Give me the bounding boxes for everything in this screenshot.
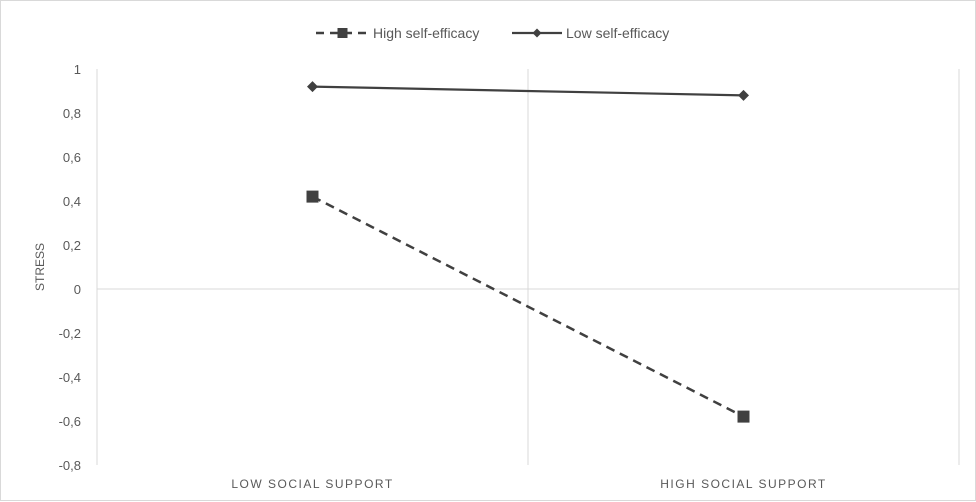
series-line <box>312 85 744 97</box>
y-axis-ticks: 1 0,8 0,6 0,4 0,2 0 -0,2 -0,4 -0,6 -0,8 <box>59 62 81 473</box>
y-tick-label: -0,2 <box>59 326 81 341</box>
y-tick-label: -0,4 <box>59 370 81 385</box>
series-layer <box>306 81 750 423</box>
y-tick-label: -0,6 <box>59 414 81 429</box>
y-tick-label: 1 <box>74 62 81 77</box>
y-tick-label: 0 <box>74 282 81 297</box>
gridlines <box>96 69 960 465</box>
legend-item: High self-efficacy <box>316 25 479 41</box>
series-low-self-efficacy <box>307 81 749 101</box>
legend-label: Low self-efficacy <box>566 25 669 41</box>
data-point-diamond <box>738 89 749 101</box>
y-tick-label: 0,2 <box>63 238 81 253</box>
legend-marker-square <box>337 28 348 38</box>
y-tick-label: 0,6 <box>63 150 81 165</box>
data-point-square <box>306 190 319 203</box>
series-line <box>311 195 745 418</box>
legend-marker-diamond <box>532 28 542 38</box>
data-point-square <box>737 410 750 423</box>
legend-label: High self-efficacy <box>373 25 479 41</box>
legend-item: Low self-efficacy <box>512 25 669 41</box>
data-point-diamond <box>307 81 318 93</box>
x-tick-label: LOW SOCIAL SUPPORT <box>231 477 393 491</box>
x-axis-ticks: LOW SOCIAL SUPPORT HIGH SOCIAL SUPPORT <box>231 477 827 491</box>
legend: High self-efficacy Low self-efficacy <box>316 25 669 41</box>
y-tick-label: 0,8 <box>63 106 81 121</box>
y-tick-label: -0,8 <box>59 458 81 473</box>
y-axis-title: STRESS <box>33 243 47 291</box>
x-tick-label: HIGH SOCIAL SUPPORT <box>660 477 827 491</box>
series-high-self-efficacy <box>306 190 750 423</box>
y-tick-label: 0,4 <box>63 194 81 209</box>
